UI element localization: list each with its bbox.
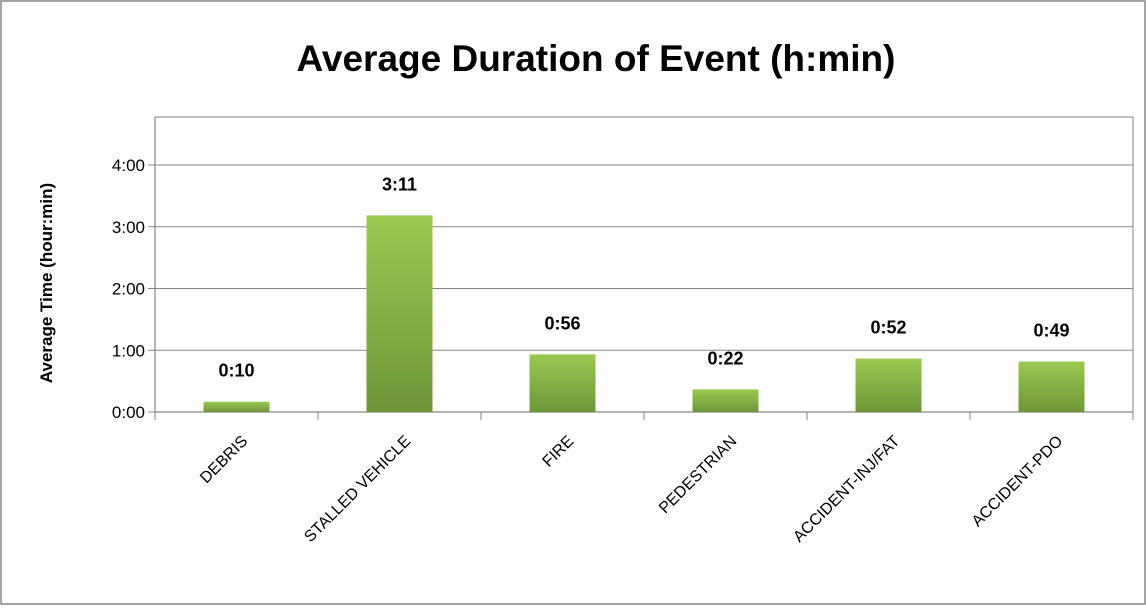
bar (529, 354, 596, 412)
bar (203, 401, 270, 412)
y-tick-label: 0:00 (112, 403, 145, 422)
data-label: 0:52 (870, 317, 906, 337)
y-tick-label: 2:00 (112, 280, 145, 299)
y-tick-label: 4:00 (112, 156, 145, 175)
data-label: 0:56 (544, 313, 580, 333)
data-label: 0:49 (1033, 321, 1069, 341)
bar (1018, 361, 1085, 412)
data-label: 3:11 (382, 174, 417, 194)
chart-title: Average Duration of Event (h:min) (297, 38, 896, 79)
data-label: 0:22 (707, 348, 743, 368)
y-tick-label: 3:00 (112, 218, 145, 237)
bar (855, 358, 922, 412)
bar (366, 215, 433, 412)
y-tick-label: 1:00 (112, 341, 145, 360)
data-label: 0:10 (218, 361, 254, 381)
plot-area: 0:001:002:003:004:000:10DEBRIS3:11STALLE… (112, 116, 1134, 546)
y-axis-label: Average Time (hour:min) (37, 183, 56, 383)
bar (692, 389, 759, 412)
